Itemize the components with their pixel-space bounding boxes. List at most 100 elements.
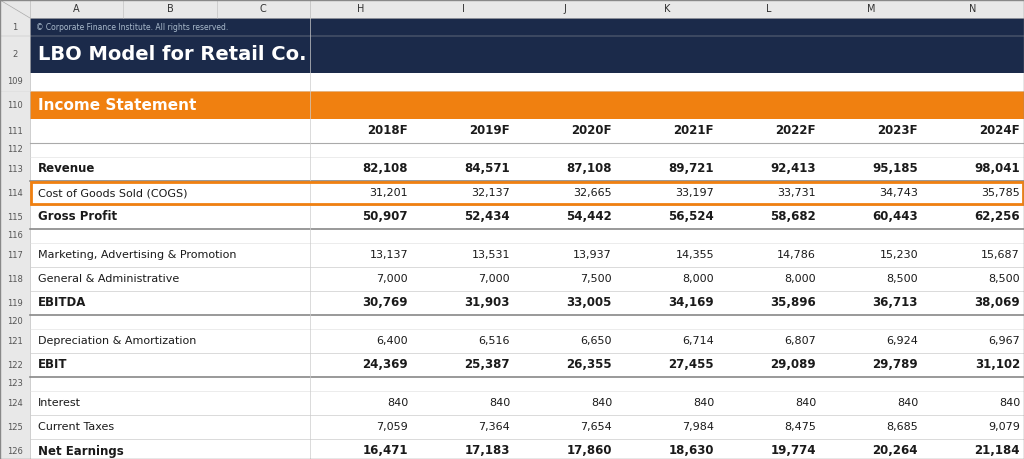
Text: 50,907: 50,907	[362, 211, 408, 224]
Text: Depreciation & Amortization: Depreciation & Amortization	[38, 336, 197, 346]
Text: 34,743: 34,743	[880, 188, 918, 198]
Text: 110: 110	[7, 101, 23, 110]
Text: 87,108: 87,108	[566, 162, 612, 175]
Text: 15,230: 15,230	[880, 250, 918, 260]
Bar	[31, 182, 1023, 204]
Text: Gross Profit: Gross Profit	[38, 211, 117, 224]
Text: 120: 120	[7, 318, 23, 326]
Text: J: J	[563, 4, 566, 14]
Text: 119: 119	[7, 298, 23, 308]
Text: 8,475: 8,475	[784, 422, 816, 432]
Text: 116: 116	[7, 231, 23, 241]
Text: Cost of Goods Sold (COGS): Cost of Goods Sold (COGS)	[38, 188, 187, 198]
Text: 33,197: 33,197	[675, 188, 714, 198]
Text: 2018F: 2018F	[368, 124, 408, 138]
Text: 2021F: 2021F	[674, 124, 714, 138]
Text: 2022F: 2022F	[775, 124, 816, 138]
Text: L: L	[766, 4, 772, 14]
Text: 34,169: 34,169	[669, 297, 714, 309]
Text: 840: 840	[693, 398, 714, 408]
Text: 17,183: 17,183	[465, 444, 510, 458]
Text: 18,630: 18,630	[669, 444, 714, 458]
Text: 84,571: 84,571	[464, 162, 510, 175]
Text: © Corporate Finance Institute. All rights reserved.: © Corporate Finance Institute. All right…	[36, 22, 228, 32]
Text: 58,682: 58,682	[770, 211, 816, 224]
Text: 6,807: 6,807	[784, 336, 816, 346]
Bar	[30, 267, 1024, 291]
Text: 840: 840	[998, 398, 1020, 408]
Text: I: I	[462, 4, 465, 14]
Text: 114: 114	[7, 189, 23, 197]
Text: 24,369: 24,369	[362, 358, 408, 371]
Text: 13,531: 13,531	[471, 250, 510, 260]
Text: 54,442: 54,442	[566, 211, 612, 224]
Text: 15,687: 15,687	[981, 250, 1020, 260]
Text: 124: 124	[7, 398, 23, 408]
Bar	[30, 439, 1024, 459]
Text: 31,903: 31,903	[465, 297, 510, 309]
Bar	[30, 353, 1024, 377]
Text: 7,059: 7,059	[376, 422, 408, 432]
Bar	[30, 157, 1024, 181]
Text: 35,896: 35,896	[770, 297, 816, 309]
Text: 7,364: 7,364	[478, 422, 510, 432]
Text: 8,000: 8,000	[682, 274, 714, 284]
Text: 9,079: 9,079	[988, 422, 1020, 432]
Text: 8,500: 8,500	[988, 274, 1020, 284]
Bar	[30, 391, 1024, 415]
Text: 13,937: 13,937	[573, 250, 612, 260]
Text: 2019F: 2019F	[469, 124, 510, 138]
Text: 125: 125	[7, 422, 23, 431]
Text: 92,413: 92,413	[770, 162, 816, 175]
Text: 89,721: 89,721	[669, 162, 714, 175]
Text: 19,774: 19,774	[770, 444, 816, 458]
Text: 6,714: 6,714	[682, 336, 714, 346]
Text: Current Taxes: Current Taxes	[38, 422, 114, 432]
Text: Revenue: Revenue	[38, 162, 95, 175]
Text: 25,387: 25,387	[465, 358, 510, 371]
Text: 840: 840	[795, 398, 816, 408]
Text: 8,000: 8,000	[784, 274, 816, 284]
Text: 29,789: 29,789	[872, 358, 918, 371]
Text: 6,967: 6,967	[988, 336, 1020, 346]
Text: 122: 122	[7, 360, 23, 369]
Text: 8,685: 8,685	[886, 422, 918, 432]
Text: Income Statement: Income Statement	[38, 97, 197, 112]
Bar	[30, 119, 1024, 143]
Bar	[30, 36, 1024, 73]
Text: General & Administrative: General & Administrative	[38, 274, 179, 284]
Text: 7,000: 7,000	[377, 274, 408, 284]
Text: A: A	[74, 4, 80, 14]
Bar	[30, 329, 1024, 353]
Text: 118: 118	[7, 274, 23, 284]
Text: 32,137: 32,137	[471, 188, 510, 198]
Text: 6,400: 6,400	[377, 336, 408, 346]
Text: B: B	[167, 4, 173, 14]
Text: 27,455: 27,455	[669, 358, 714, 371]
Bar	[30, 205, 1024, 229]
Text: 16,471: 16,471	[362, 444, 408, 458]
Text: 7,500: 7,500	[581, 274, 612, 284]
Text: 20,264: 20,264	[872, 444, 918, 458]
Text: 17,860: 17,860	[566, 444, 612, 458]
Text: 21,184: 21,184	[975, 444, 1020, 458]
Text: 7,000: 7,000	[478, 274, 510, 284]
Text: 2020F: 2020F	[571, 124, 612, 138]
Text: LBO Model for Retail Co.: LBO Model for Retail Co.	[38, 45, 306, 64]
Text: 112: 112	[7, 146, 23, 155]
Text: 13,137: 13,137	[370, 250, 408, 260]
Text: 2024F: 2024F	[979, 124, 1020, 138]
Text: 33,731: 33,731	[777, 188, 816, 198]
Text: 8,500: 8,500	[887, 274, 918, 284]
Text: 95,185: 95,185	[872, 162, 918, 175]
Text: 32,665: 32,665	[573, 188, 612, 198]
Text: EBIT: EBIT	[38, 358, 68, 371]
Text: 6,924: 6,924	[886, 336, 918, 346]
Text: 123: 123	[7, 380, 23, 388]
Text: 117: 117	[7, 251, 23, 259]
Text: 7,654: 7,654	[581, 422, 612, 432]
Text: 30,769: 30,769	[362, 297, 408, 309]
Text: 6,516: 6,516	[478, 336, 510, 346]
Text: Interest: Interest	[38, 398, 81, 408]
Text: 38,069: 38,069	[975, 297, 1020, 309]
